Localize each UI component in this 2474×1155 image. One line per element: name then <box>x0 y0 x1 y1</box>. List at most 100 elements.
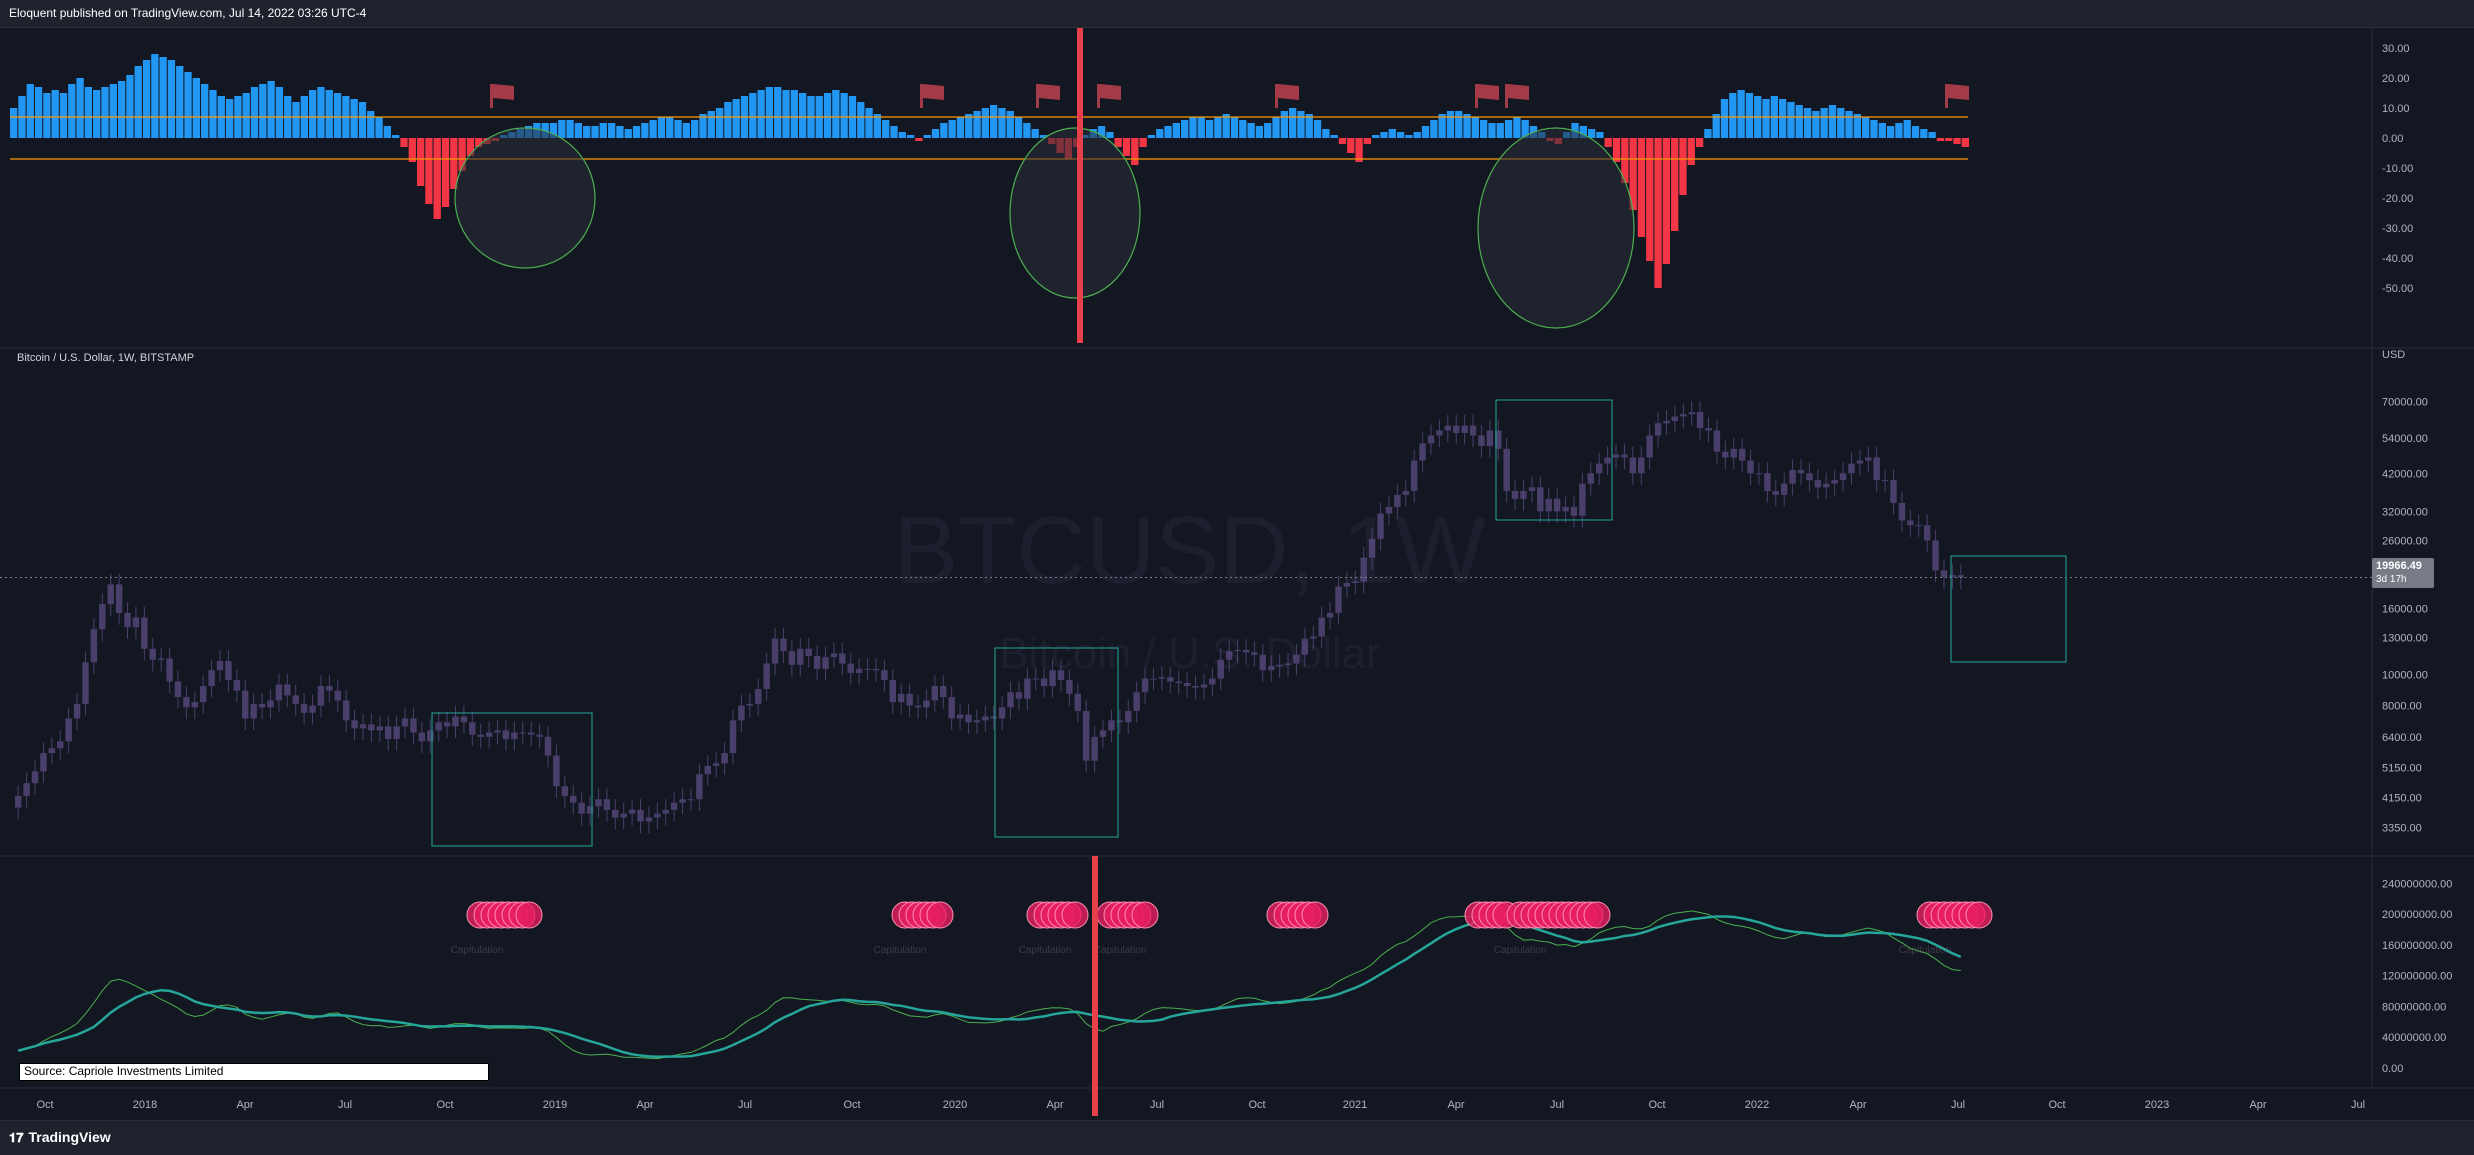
candle-body <box>1562 507 1569 512</box>
candle-body <box>300 703 308 713</box>
price-y-tick-label: 54000.00 <box>2382 433 2428 445</box>
candle-body <box>1831 480 1838 484</box>
candle-body <box>1814 480 1822 488</box>
osc-bar <box>101 87 109 138</box>
candle-body <box>1528 487 1536 492</box>
osc-bar <box>774 87 782 138</box>
osc-bar <box>1031 129 1039 138</box>
candle-body <box>1453 425 1460 433</box>
candle-body <box>1873 457 1880 481</box>
candle-body <box>107 584 114 605</box>
watermark-description: Bitcoin / U.S. Dollar <box>999 629 1380 678</box>
osc-bar <box>1920 129 1928 138</box>
osc-bar <box>250 87 259 138</box>
candle-body <box>948 697 955 719</box>
candle-body <box>469 722 476 735</box>
candle-body <box>216 660 224 671</box>
x-axis-label: Jul <box>338 1099 352 1111</box>
candle-body <box>1722 451 1729 458</box>
candle-body <box>1907 520 1914 526</box>
candle-body <box>830 653 838 658</box>
price-y-tick-label: 4150.00 <box>2382 793 2422 805</box>
chart-canvas[interactable]: 40.0030.0020.0010.000.00-10.00-20.00-30.… <box>0 28 2474 1119</box>
x-axis-label: Apr <box>2249 1099 2266 1111</box>
osc-bar <box>1156 129 1164 138</box>
osc-bar <box>1637 138 1646 237</box>
candle-body <box>1360 557 1367 582</box>
candle-body <box>317 686 325 706</box>
osc-bar <box>34 87 43 138</box>
osc-bar <box>765 87 774 138</box>
osc-bar <box>798 93 807 138</box>
osc-bar <box>657 117 666 138</box>
candle-body <box>1890 480 1897 503</box>
osc-bar <box>109 84 117 138</box>
osc-bar <box>998 108 1006 138</box>
candle-body <box>578 802 585 814</box>
osc-y-tick-label: -30.00 <box>2382 223 2413 235</box>
osc-bar <box>126 75 134 138</box>
candle-body <box>721 753 728 764</box>
flag-icon <box>1097 84 1100 108</box>
candle-body <box>1024 678 1031 699</box>
osc-bar <box>1388 129 1396 138</box>
osc-y-tick-label: -40.00 <box>2382 253 2413 265</box>
candle-body <box>435 722 442 731</box>
osc-bar <box>1845 111 1853 138</box>
osc-bar <box>641 123 649 138</box>
candle-body <box>1225 651 1233 660</box>
candle-body <box>427 730 434 742</box>
osc-bar <box>724 102 732 138</box>
indicator-y-tick-label: 200000000.00 <box>2382 909 2452 921</box>
candle-body <box>847 663 854 673</box>
candle-body <box>23 783 30 796</box>
candle-body <box>797 648 804 665</box>
osc-bar <box>176 66 184 138</box>
header-bar: Eloquent published on TradingView.com, J… <box>0 0 2474 28</box>
osc-bar <box>59 93 68 138</box>
candle-body <box>1091 736 1098 761</box>
osc-bar <box>1671 138 1679 231</box>
highlight-box <box>1495 399 1613 521</box>
tradingview-brand[interactable]: 𝟏𝟕 TradingView <box>9 1129 111 1146</box>
brand-label: TradingView <box>28 1129 111 1145</box>
osc-bar <box>26 84 34 138</box>
candle-body <box>48 748 56 754</box>
indicator-y-tick-label: 160000000.00 <box>2382 940 2452 952</box>
price-y-tick-label: 42000.00 <box>2382 468 2428 480</box>
candle-body <box>527 732 535 735</box>
osc-bar <box>1239 120 1247 138</box>
candle-body <box>1293 654 1300 664</box>
candle-body <box>1881 480 1889 482</box>
osc-bar <box>225 99 234 138</box>
osc-bar <box>1513 117 1521 138</box>
candle-body <box>166 658 173 682</box>
candle-body <box>334 690 341 701</box>
osc-bar <box>1305 114 1313 138</box>
candle-body <box>1755 473 1763 475</box>
x-axis-label: Jul <box>738 1099 752 1111</box>
osc-bar <box>84 87 93 138</box>
osc-bar <box>591 126 599 138</box>
osc-bar <box>1729 93 1737 138</box>
osc-bar <box>1247 123 1255 138</box>
source-label-box: Source: Capriole Investments Limited <box>19 1063 489 1081</box>
osc-bar <box>350 99 358 138</box>
osc-bar <box>715 108 724 138</box>
osc-bar <box>616 126 624 138</box>
osc-bar <box>151 54 159 138</box>
candle-body <box>881 670 888 681</box>
candle-body <box>1057 670 1065 681</box>
candle-body <box>1251 652 1258 655</box>
candle-body <box>544 736 552 756</box>
flag-icon <box>1505 84 1508 108</box>
osc-bar <box>1604 138 1612 147</box>
candle-body <box>1688 412 1695 415</box>
osc-bar <box>948 120 956 138</box>
osc-bar <box>674 120 682 138</box>
osc-bar <box>1662 138 1671 264</box>
price-y-tick-label: 32000.00 <box>2382 506 2428 518</box>
osc-bar <box>1903 120 1911 138</box>
candle-body <box>1738 448 1746 461</box>
candle-body <box>292 695 299 704</box>
